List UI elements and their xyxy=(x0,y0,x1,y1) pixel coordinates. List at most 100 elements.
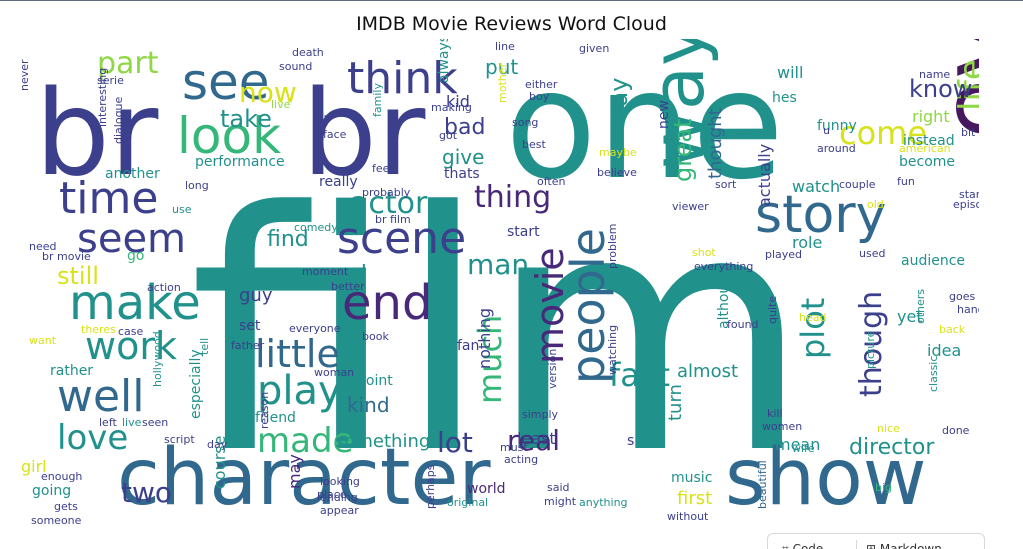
cloud-word-rather: rather xyxy=(50,363,94,379)
cloud-word-going: going xyxy=(32,483,72,499)
cloud-word-say: say xyxy=(605,77,633,119)
cloud-word-think: think xyxy=(347,53,458,104)
cloud-word-especially: especially xyxy=(188,349,204,419)
cloud-word-will: will xyxy=(777,63,804,82)
cloud-word-hand: hand xyxy=(957,303,979,316)
cloud-word-movie: movie xyxy=(528,247,572,364)
cloud-word-goes: goes xyxy=(949,290,976,303)
cloud-word-believe: believe xyxy=(597,166,637,179)
cloud-word-boy: boy xyxy=(529,90,550,103)
cloud-word-episode: episode xyxy=(953,198,979,211)
cloud-word-seem: seem xyxy=(77,216,187,262)
cloud-word-making: making xyxy=(431,101,472,114)
cloud-word-role: role xyxy=(792,233,823,252)
cloud-word-great: great xyxy=(669,118,697,182)
cloud-word-character: character xyxy=(117,433,491,523)
cloud-word-book: book xyxy=(362,330,389,343)
cloud-word-father: father xyxy=(231,339,265,352)
cloud-word-used: used xyxy=(859,247,886,260)
cloud-word-scene: scene xyxy=(337,213,467,264)
cloud-word-picture: picture xyxy=(864,330,877,369)
cloud-word-star: star xyxy=(959,188,979,201)
cloud-word-appear: appear xyxy=(320,504,359,517)
cloud-word-one: one xyxy=(505,39,785,213)
cloud-word-time: time xyxy=(59,173,159,224)
cloud-word-name: name xyxy=(919,68,951,81)
cloud-word-better: better xyxy=(331,280,365,293)
cloud-word-well: well xyxy=(57,371,145,422)
cloud-word-thats: thats xyxy=(444,166,480,182)
cloud-word-br: br xyxy=(35,64,159,202)
cloud-word-script: script xyxy=(164,433,195,446)
cloud-word-plot: plot xyxy=(794,297,832,359)
code-button[interactable]: ⌗ Code xyxy=(782,542,824,549)
cloud-word-lot: lot xyxy=(437,426,473,459)
cloud-word-perhaps: perhaps xyxy=(424,464,437,509)
cloud-word-old: old xyxy=(867,198,884,211)
chart-title: IMDB Movie Reviews Word Cloud xyxy=(356,13,667,35)
cloud-word-action: action xyxy=(147,281,181,294)
cloud-word-performance: performance xyxy=(195,154,285,170)
cloud-word-may: may xyxy=(285,454,304,489)
cell-toolbar[interactable]: ⌗ Code ⊞ Markdown xyxy=(767,533,985,549)
cloud-word-sort: sort xyxy=(715,178,737,191)
word-cloud: filmonebrbrcharactershowevenwaystorymake… xyxy=(17,39,979,528)
cloud-word-enough: enough xyxy=(41,470,83,483)
cloud-word-another: another xyxy=(105,166,160,182)
cloud-word-friend: friend xyxy=(255,410,296,426)
cloud-word-never: never xyxy=(18,59,31,91)
cloud-word-death: death xyxy=(292,46,324,59)
cloud-word-head: head xyxy=(799,311,827,324)
cloud-word-play: play xyxy=(257,368,342,414)
cloud-word-mean: mean xyxy=(775,435,821,454)
cloud-word-problem: problem xyxy=(606,223,619,269)
cloud-word-part: part xyxy=(97,46,159,81)
cloud-word-live: live xyxy=(122,416,142,429)
cloud-word-place: place xyxy=(317,488,347,501)
cloud-word-look: look xyxy=(177,107,282,165)
cloud-word-mother: mother xyxy=(496,62,509,103)
cloud-word-start: start xyxy=(507,224,540,240)
cloud-word-made: made xyxy=(257,421,354,461)
cloud-word-viewer: viewer xyxy=(672,200,709,213)
cloud-word-turn: turn xyxy=(665,384,686,421)
cloud-word-come: come xyxy=(839,114,928,152)
cloud-word-long: long xyxy=(185,179,209,192)
cloud-word-work: work xyxy=(85,324,177,368)
cloud-word-american: american xyxy=(899,142,951,155)
cloud-word-end: end xyxy=(342,275,433,331)
cloud-word-original: original xyxy=(447,496,489,509)
cloud-word-ending: ending xyxy=(320,491,358,504)
cloud-word-nothing: nothing xyxy=(475,307,494,369)
cloud-word-someone: someone xyxy=(31,514,82,527)
cloud-word-quite: quite xyxy=(766,295,779,324)
cloud-word-actually: actually xyxy=(755,143,774,207)
cloud-word-played: played xyxy=(765,248,803,261)
cloud-word-now: now xyxy=(239,76,297,109)
markdown-button[interactable]: ⊞ Markdown xyxy=(866,542,942,549)
cloud-word-new: new xyxy=(656,100,672,129)
cloud-word-back: back xyxy=(939,323,966,336)
cloud-word-many: many xyxy=(973,454,979,505)
cloud-word-show: show xyxy=(725,433,927,523)
cloud-word-classic: classic xyxy=(927,355,940,392)
cloud-word-go: go xyxy=(127,248,145,264)
cloud-word-yet: yet xyxy=(897,307,923,326)
cloud-word-bad: bad xyxy=(444,115,486,140)
cloud-word-two: two xyxy=(121,476,173,509)
cloud-word-given: given xyxy=(579,42,610,55)
cloud-word-said: said xyxy=(547,481,570,494)
cloud-word-either: either xyxy=(525,78,558,91)
cloud-word-actor: actor xyxy=(350,186,428,221)
cloud-word-fan: fan xyxy=(457,338,480,354)
cloud-word-find: find xyxy=(267,227,309,252)
cloud-word-want: want xyxy=(29,334,57,347)
cloud-word-real: real xyxy=(507,424,561,457)
cloud-word-set: set xyxy=(239,318,261,334)
cloud-word-serie: serie xyxy=(97,74,124,87)
cloud-word-least: least xyxy=(517,429,556,448)
cloud-word-something: something xyxy=(335,431,431,452)
cloud-word-story: story xyxy=(755,185,887,245)
cloud-word-family: family xyxy=(371,83,384,117)
